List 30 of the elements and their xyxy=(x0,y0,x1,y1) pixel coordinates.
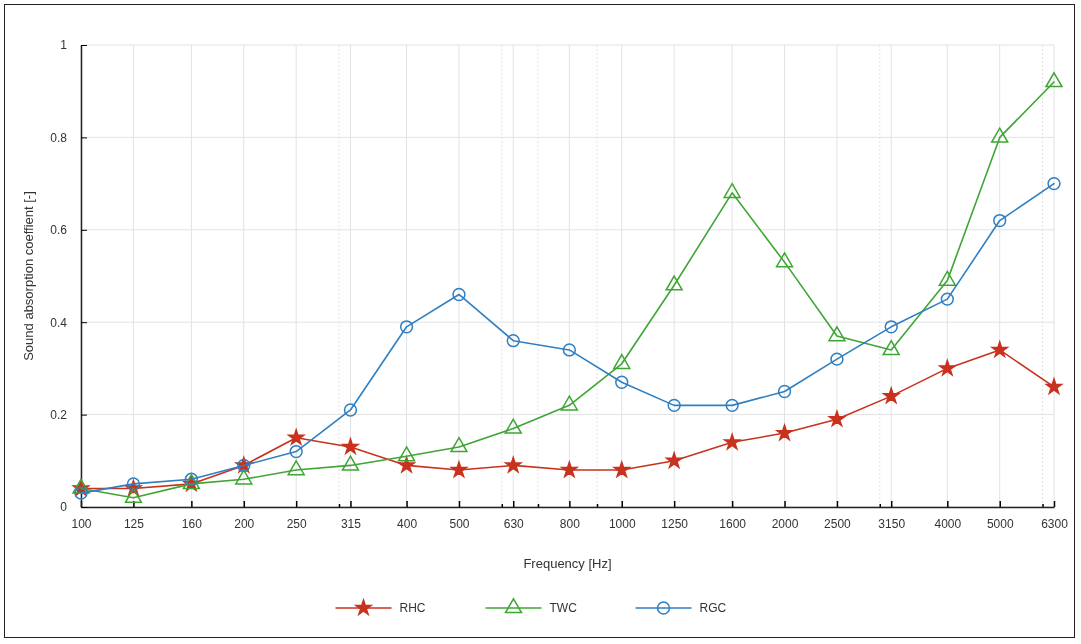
x-tick-label: 5000 xyxy=(986,516,1014,531)
x-tick-label: 100 xyxy=(71,516,92,531)
x-tick-label: 800 xyxy=(559,516,581,531)
x-tick-label: 3150 xyxy=(878,516,906,531)
y-tick-label: 0.6 xyxy=(50,223,68,238)
x-tick-label: 500 xyxy=(449,516,470,531)
x-tick-label: 2000 xyxy=(771,516,799,531)
x-tick-label: 400 xyxy=(397,516,418,531)
y-tick-label: 1 xyxy=(60,38,68,53)
x-tick-label: 2500 xyxy=(824,516,852,531)
legend-label: RHC xyxy=(399,601,426,615)
y-tick-label: 0.8 xyxy=(50,130,68,145)
y-tick-label: 0.4 xyxy=(50,315,68,330)
x-tick-label: 6300 xyxy=(1041,516,1069,531)
x-tick-label: 125 xyxy=(123,516,145,531)
x-tick-label: 1600 xyxy=(719,516,747,531)
x-tick-label: 4000 xyxy=(934,516,962,531)
x-tick-label: 630 xyxy=(503,516,525,531)
legend-label: RGC xyxy=(699,601,727,615)
x-tick-label: 250 xyxy=(286,516,308,531)
x-tick-label: 1250 xyxy=(661,516,689,531)
x-tick-label: 160 xyxy=(181,516,203,531)
x-tick-label: 315 xyxy=(340,516,362,531)
y-tick-label: 0.2 xyxy=(50,407,68,422)
x-tick-label: 1000 xyxy=(608,516,636,531)
x-tick-label: 200 xyxy=(234,516,255,531)
y-tick-label: 0 xyxy=(60,500,68,515)
y-axis-title: Sound absorption coeffient [-] xyxy=(21,191,36,361)
legend-label: TWC xyxy=(549,601,578,615)
x-axis-title: Frequency [Hz] xyxy=(523,556,612,571)
